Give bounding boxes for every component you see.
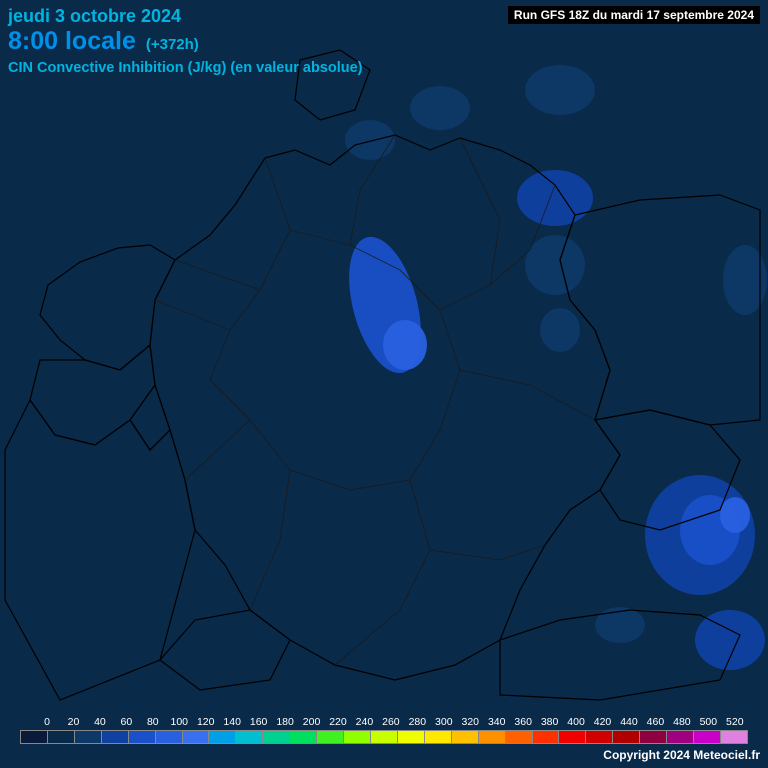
legend-label: 520 bbox=[722, 716, 748, 728]
legend-label: 400 bbox=[563, 716, 589, 728]
legend-label: 140 bbox=[219, 716, 245, 728]
legend-cell bbox=[532, 730, 559, 744]
legend-label: 240 bbox=[351, 716, 377, 728]
model-run-info: Run GFS 18Z du mardi 17 septembre 2024 bbox=[508, 6, 760, 24]
legend-label: 220 bbox=[325, 716, 351, 728]
forecast-time: 8:00 locale bbox=[8, 27, 136, 56]
legend-cell bbox=[720, 730, 748, 744]
legend-cell bbox=[128, 730, 155, 744]
legend-cell bbox=[505, 730, 532, 744]
legend-label: 180 bbox=[272, 716, 298, 728]
legend-cell bbox=[262, 730, 289, 744]
legend-cell bbox=[155, 730, 182, 744]
copyright-text: Copyright 2024 Meteociel.fr bbox=[603, 748, 760, 762]
legend-cell bbox=[585, 730, 612, 744]
legend-label: 360 bbox=[510, 716, 536, 728]
time-line: 8:00 locale (+372h) bbox=[8, 27, 363, 56]
legend-cell bbox=[451, 730, 478, 744]
legend-cell bbox=[370, 730, 397, 744]
legend-label: 0 bbox=[34, 716, 60, 728]
header-info: jeudi 3 octobre 2024 8:00 locale (+372h)… bbox=[8, 6, 363, 76]
weather-map-container: jeudi 3 octobre 2024 8:00 locale (+372h)… bbox=[0, 0, 768, 768]
legend-cell bbox=[639, 730, 666, 744]
legend-label: 420 bbox=[590, 716, 616, 728]
legend-label: 80 bbox=[140, 716, 166, 728]
legend-cell bbox=[20, 730, 47, 744]
color-legend: 0204060801001201401601802002202402602803… bbox=[20, 716, 748, 744]
legend-cell bbox=[47, 730, 74, 744]
legend-cell bbox=[316, 730, 343, 744]
legend-cell bbox=[397, 730, 424, 744]
forecast-date: jeudi 3 octobre 2024 bbox=[8, 6, 363, 27]
legend-label: 160 bbox=[246, 716, 272, 728]
legend-label: 500 bbox=[695, 716, 721, 728]
legend-label: 200 bbox=[299, 716, 325, 728]
legend-label: 440 bbox=[616, 716, 642, 728]
legend-cell bbox=[478, 730, 505, 744]
legend-label: 120 bbox=[193, 716, 219, 728]
legend-cell bbox=[424, 730, 451, 744]
legend-label: 480 bbox=[669, 716, 695, 728]
legend-label: 380 bbox=[537, 716, 563, 728]
legend-cell bbox=[612, 730, 639, 744]
legend-label: 460 bbox=[642, 716, 668, 728]
legend-cell bbox=[343, 730, 370, 744]
forecast-hour: (+372h) bbox=[146, 36, 199, 53]
legend-label: 320 bbox=[457, 716, 483, 728]
legend-cell bbox=[101, 730, 128, 744]
map-svg bbox=[0, 0, 768, 768]
legend-labels: 0204060801001201401601802002202402602803… bbox=[20, 716, 748, 728]
legend-cell bbox=[235, 730, 262, 744]
legend-label: 40 bbox=[87, 716, 113, 728]
legend-label: 300 bbox=[431, 716, 457, 728]
legend-cell bbox=[289, 730, 316, 744]
legend-cell bbox=[182, 730, 209, 744]
legend-colorbar bbox=[20, 730, 748, 744]
legend-cell bbox=[74, 730, 101, 744]
legend-label: 20 bbox=[60, 716, 86, 728]
legend-cell bbox=[693, 730, 720, 744]
legend-cell bbox=[208, 730, 235, 744]
map-subtitle: CIN Convective Inhibition (J/kg) (en val… bbox=[8, 60, 363, 76]
legend-cell bbox=[666, 730, 693, 744]
legend-label: 100 bbox=[166, 716, 192, 728]
legend-label: 260 bbox=[378, 716, 404, 728]
legend-label: 340 bbox=[484, 716, 510, 728]
legend-label: 60 bbox=[113, 716, 139, 728]
legend-label: 280 bbox=[404, 716, 430, 728]
legend-cell bbox=[558, 730, 585, 744]
